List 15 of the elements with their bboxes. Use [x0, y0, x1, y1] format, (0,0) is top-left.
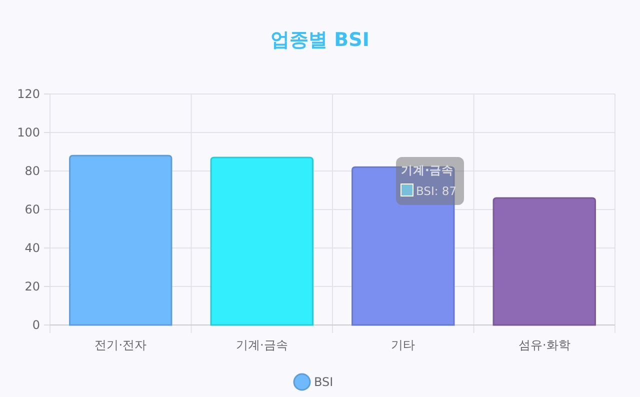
y-tick-label: 20 — [24, 280, 40, 294]
x-tick-label: 기타 — [391, 338, 416, 352]
legend-label: BSI — [314, 375, 334, 389]
y-tick-label: 0 — [32, 318, 40, 332]
annotation: 기계·금속 — [401, 163, 454, 177]
y-tick-label: 80 — [24, 164, 40, 178]
y-tick-label: 40 — [24, 241, 40, 255]
chart-title: 업종별 BSI — [270, 29, 370, 51]
y-tick-label: 60 — [24, 202, 40, 216]
x-tick-label: 기계·금속 — [236, 338, 288, 352]
y-tick-label: 120 — [17, 87, 40, 101]
x-tick-label: 전기·전자 — [94, 338, 147, 352]
annotation: BSI: 87 — [416, 184, 457, 198]
x-tick-label: 섬유·화학 — [518, 338, 570, 352]
y-tick-label: 100 — [17, 126, 40, 140]
